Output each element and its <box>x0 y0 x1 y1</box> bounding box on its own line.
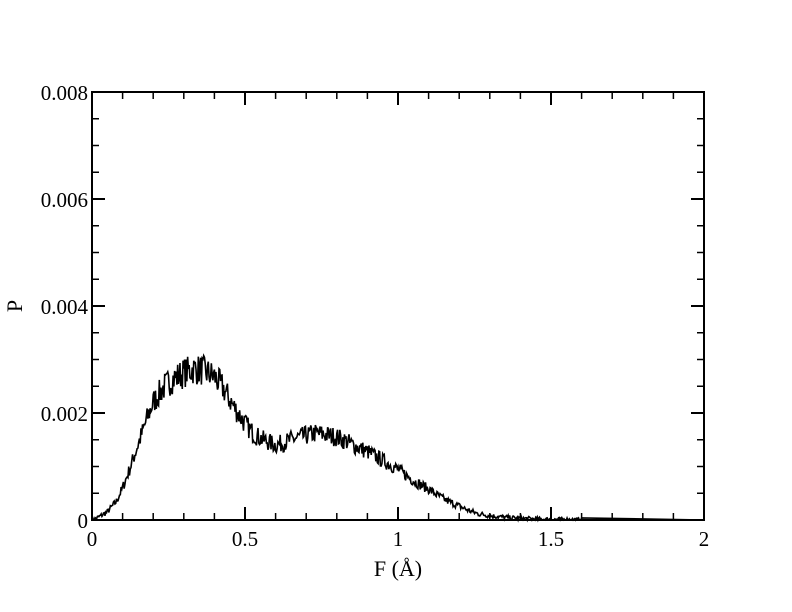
series-line <box>91 353 705 523</box>
x-tick-label: 0.5 <box>232 527 258 551</box>
x-tick-label: 0 <box>87 527 98 551</box>
x-tick-label: 1.5 <box>538 527 564 551</box>
x-tick-labels: 0 0.5 1 1.5 2 <box>87 527 710 551</box>
minor-ticks <box>92 92 704 520</box>
y-axis-label: P <box>2 300 27 312</box>
y-tick-label: 0 <box>78 509 89 533</box>
y-tick-label: 0.006 <box>41 188 88 212</box>
y-tick-label: 0.008 <box>41 81 88 105</box>
plot-frame <box>91 91 705 521</box>
y-tick-labels: 0 0.002 0.004 0.006 0.008 <box>41 81 89 533</box>
y-tick-label: 0.004 <box>41 295 89 319</box>
x-tick-label: 1 <box>393 527 404 551</box>
x-axis-label: F (Å) <box>374 556 422 581</box>
x-tick-label: 2 <box>699 527 710 551</box>
y-tick-label: 0.002 <box>41 402 88 426</box>
major-ticks <box>91 91 705 521</box>
